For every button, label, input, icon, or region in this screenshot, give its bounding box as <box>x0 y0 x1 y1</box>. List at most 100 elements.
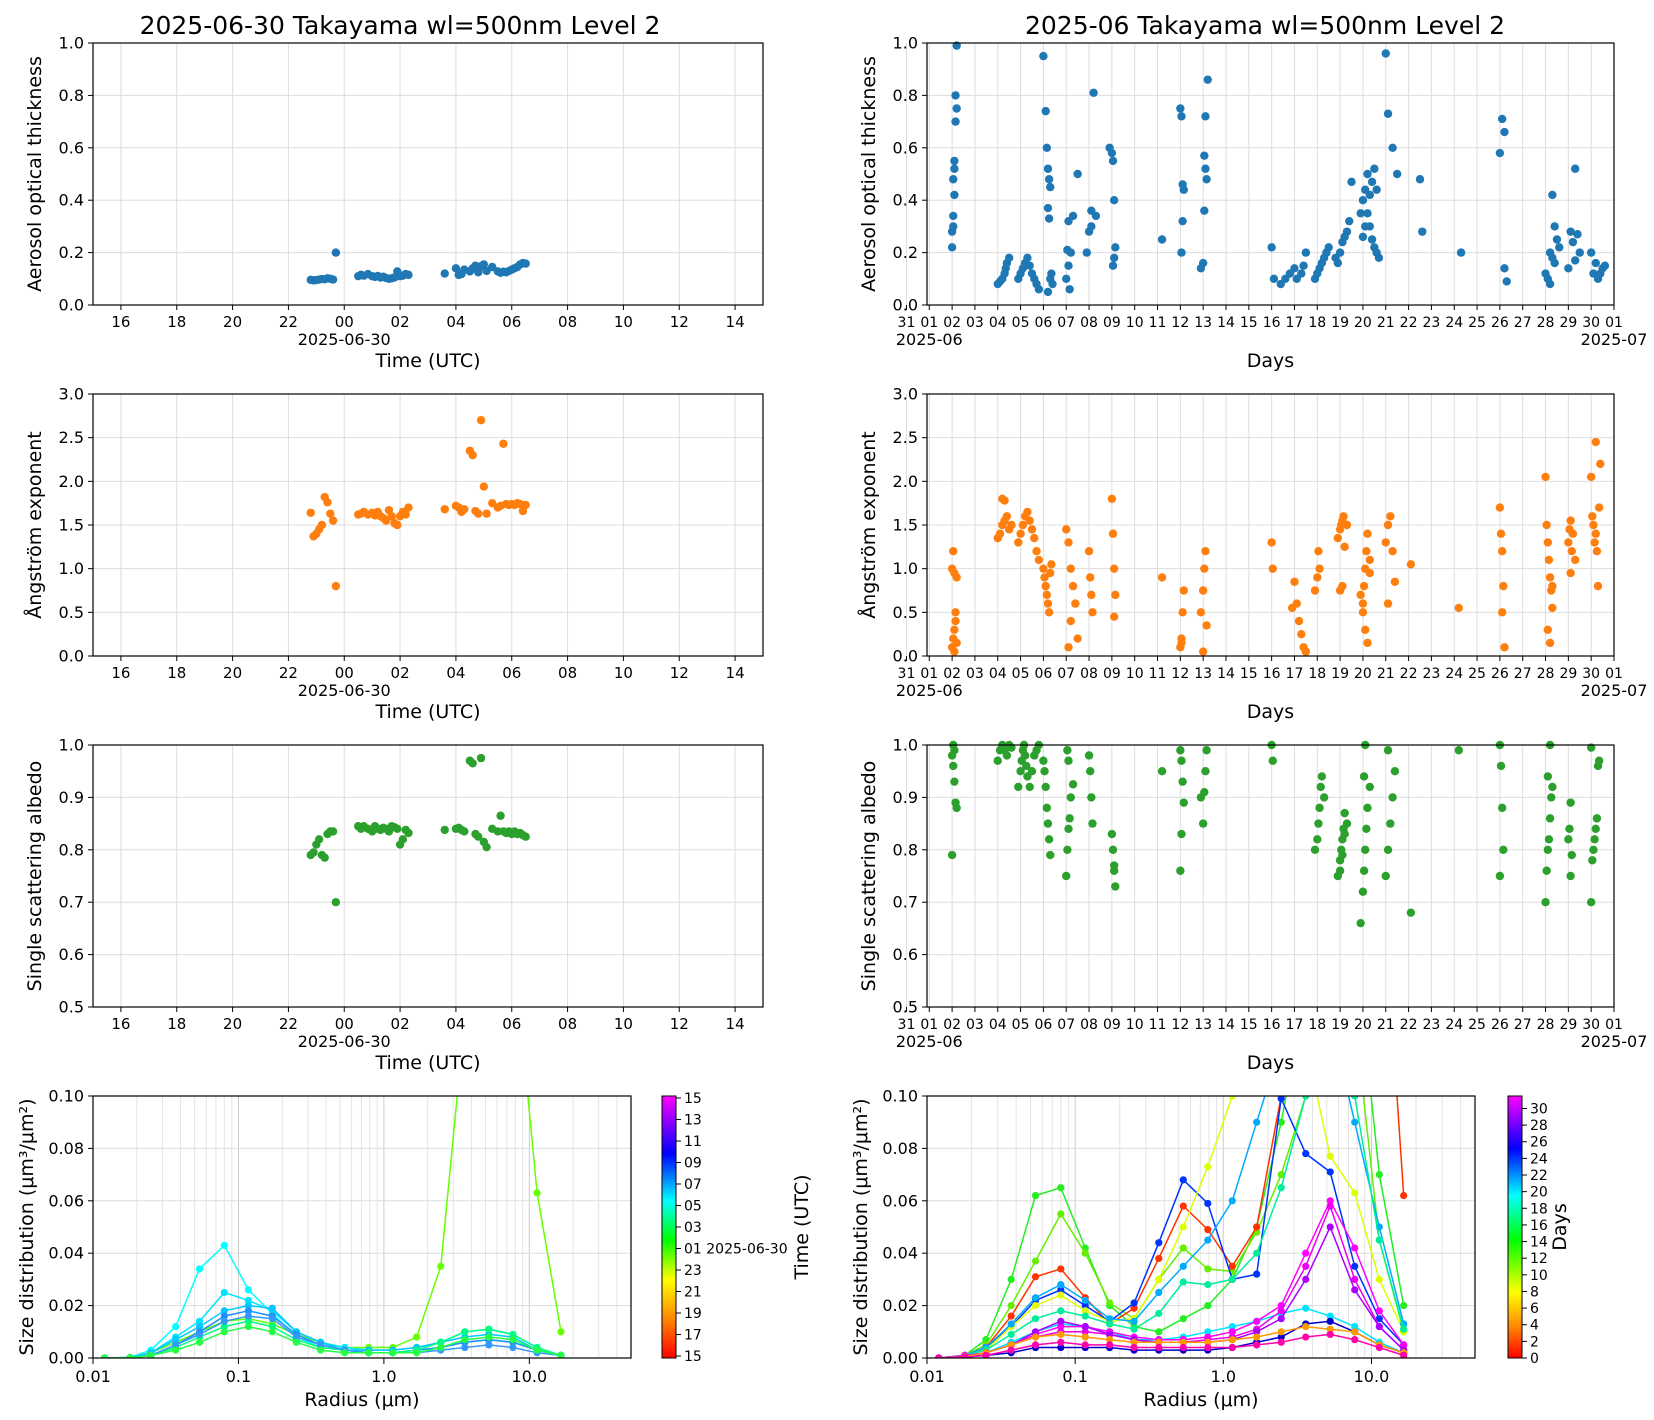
monthly-angstrom-panel: 31 01 02 03 04 05 06 07 08 09 10 11 12 13 14 15 16 17 18 19… <box>857 385 1647 724</box>
data-point <box>1315 564 1324 573</box>
x-tick-label: 20 <box>223 664 242 682</box>
x-tick-label: 22 <box>1400 666 1418 682</box>
size-distribution-point <box>1326 1223 1334 1231</box>
data-point <box>1022 761 1031 771</box>
data-point <box>1568 237 1578 247</box>
data-point <box>476 416 486 425</box>
data-point <box>1177 112 1186 121</box>
size-distribution-point <box>1179 1176 1187 1184</box>
x-tick-label: 23 <box>1422 315 1440 331</box>
size-distribution-line <box>104 1325 562 1358</box>
x-date-label-end: 2025-07 <box>1581 1032 1648 1051</box>
data-point <box>1202 175 1211 184</box>
x-tick-label: 06 <box>502 664 521 682</box>
data-point <box>1342 520 1352 530</box>
data-point <box>1454 603 1463 613</box>
data-point <box>1358 608 1368 617</box>
data-point <box>1042 143 1052 152</box>
data-point <box>1596 459 1605 469</box>
size-distribution-point <box>1326 1202 1334 1210</box>
size-distribution-point <box>1277 1338 1285 1346</box>
size-distribution-point <box>1130 1343 1138 1352</box>
data-point <box>1497 608 1507 617</box>
y-tick-label: 0.00 <box>882 1349 918 1368</box>
size-distribution-point <box>1253 1341 1261 1349</box>
y-tick-label: 0.10 <box>882 1087 918 1106</box>
monthly-aot-panel: 31 01 02 03 04 05 06 07 08 09 10 11 12 13 14 15 16 17 18 19… <box>858 34 1647 373</box>
colorbar-tick-label: 4 <box>1530 1318 1539 1334</box>
size-distribution-point <box>1155 1239 1163 1247</box>
size-distribution-point <box>1326 1168 1334 1176</box>
data-point <box>1043 164 1053 173</box>
colorbar-tick-label: 23 <box>684 1263 702 1279</box>
data-point <box>331 581 341 591</box>
data-point <box>1269 274 1279 283</box>
data-point <box>1591 824 1600 834</box>
data-point <box>476 753 486 763</box>
data-point <box>1020 751 1030 760</box>
colorbar-tick-label: 17 <box>684 1328 702 1344</box>
data-point <box>314 835 324 844</box>
data-point <box>1361 845 1370 854</box>
data-point <box>499 439 508 448</box>
size-distribution-point <box>1277 1307 1285 1315</box>
x-tick-label: 04 <box>446 313 465 331</box>
size-distribution-point <box>1302 1096 1310 1100</box>
data-point <box>1358 232 1368 242</box>
data-point <box>1316 782 1325 792</box>
data-point <box>1041 782 1050 792</box>
size-distribution-point <box>1081 1302 1089 1310</box>
size-distribution-point <box>1179 1315 1187 1323</box>
y-tick-label: 2.5 <box>893 428 918 447</box>
x-tick-label: 18 <box>167 1015 186 1033</box>
data-point <box>1044 214 1054 223</box>
data-point <box>474 832 483 841</box>
data-point <box>1065 285 1074 294</box>
data-point <box>1108 156 1118 166</box>
data-point <box>1268 564 1277 573</box>
size-distribution-point <box>1179 1223 1187 1231</box>
colorbar-tick-label: 18 <box>1530 1201 1548 1217</box>
data-point <box>1335 866 1345 875</box>
data-point <box>1454 746 1463 755</box>
size-distribution-point <box>1081 1333 1089 1341</box>
data-point <box>1292 599 1301 608</box>
size-distribution-point <box>1327 988 1334 995</box>
y-tick-label: 0.10 <box>48 1087 84 1106</box>
data-point <box>1314 819 1323 828</box>
size-distribution-point <box>1179 1278 1187 1286</box>
size-distribution-point <box>1081 1341 1089 1349</box>
data-point <box>328 516 338 525</box>
data-point <box>1497 114 1507 124</box>
data-point <box>1381 49 1390 58</box>
size-distribution-line <box>938 1096 1405 1358</box>
y-tick-label: 1.5 <box>893 516 918 535</box>
data-point <box>952 803 961 813</box>
data-point <box>1085 573 1095 582</box>
size-distribution-point <box>1081 1296 1089 1304</box>
x-tick-label: 14 <box>726 1015 745 1033</box>
x-tick-label: 02 <box>391 664 410 682</box>
x-tick-label: 27 <box>1514 1017 1532 1033</box>
size-distribution-point <box>1351 1189 1359 1197</box>
data-point <box>440 505 449 514</box>
size-distribution-point <box>557 1328 565 1336</box>
x-tick-label: 01 <box>920 1017 938 1033</box>
data-point <box>1363 209 1372 218</box>
data-point <box>1497 547 1507 556</box>
x-tick-label: 14 <box>1217 1017 1235 1033</box>
x-tick-label: 18 <box>1308 666 1326 682</box>
x-tick-label: 29 <box>1559 666 1577 682</box>
y-tick-label: 1.0 <box>59 736 84 755</box>
data-point <box>1064 538 1073 547</box>
x-tick-label: 04 <box>989 315 1007 331</box>
colorbar-tick-label: 30 <box>1530 1101 1548 1117</box>
size-distribution-point <box>509 1343 517 1352</box>
data-point <box>1297 269 1306 278</box>
x-tick-label: 25 <box>1468 315 1486 331</box>
data-point <box>1566 227 1575 236</box>
axes-frame <box>926 42 1615 306</box>
data-point <box>1041 106 1050 116</box>
x-tick-label: 07 <box>1057 1017 1075 1033</box>
x-tick-label: 16 <box>1263 666 1281 682</box>
